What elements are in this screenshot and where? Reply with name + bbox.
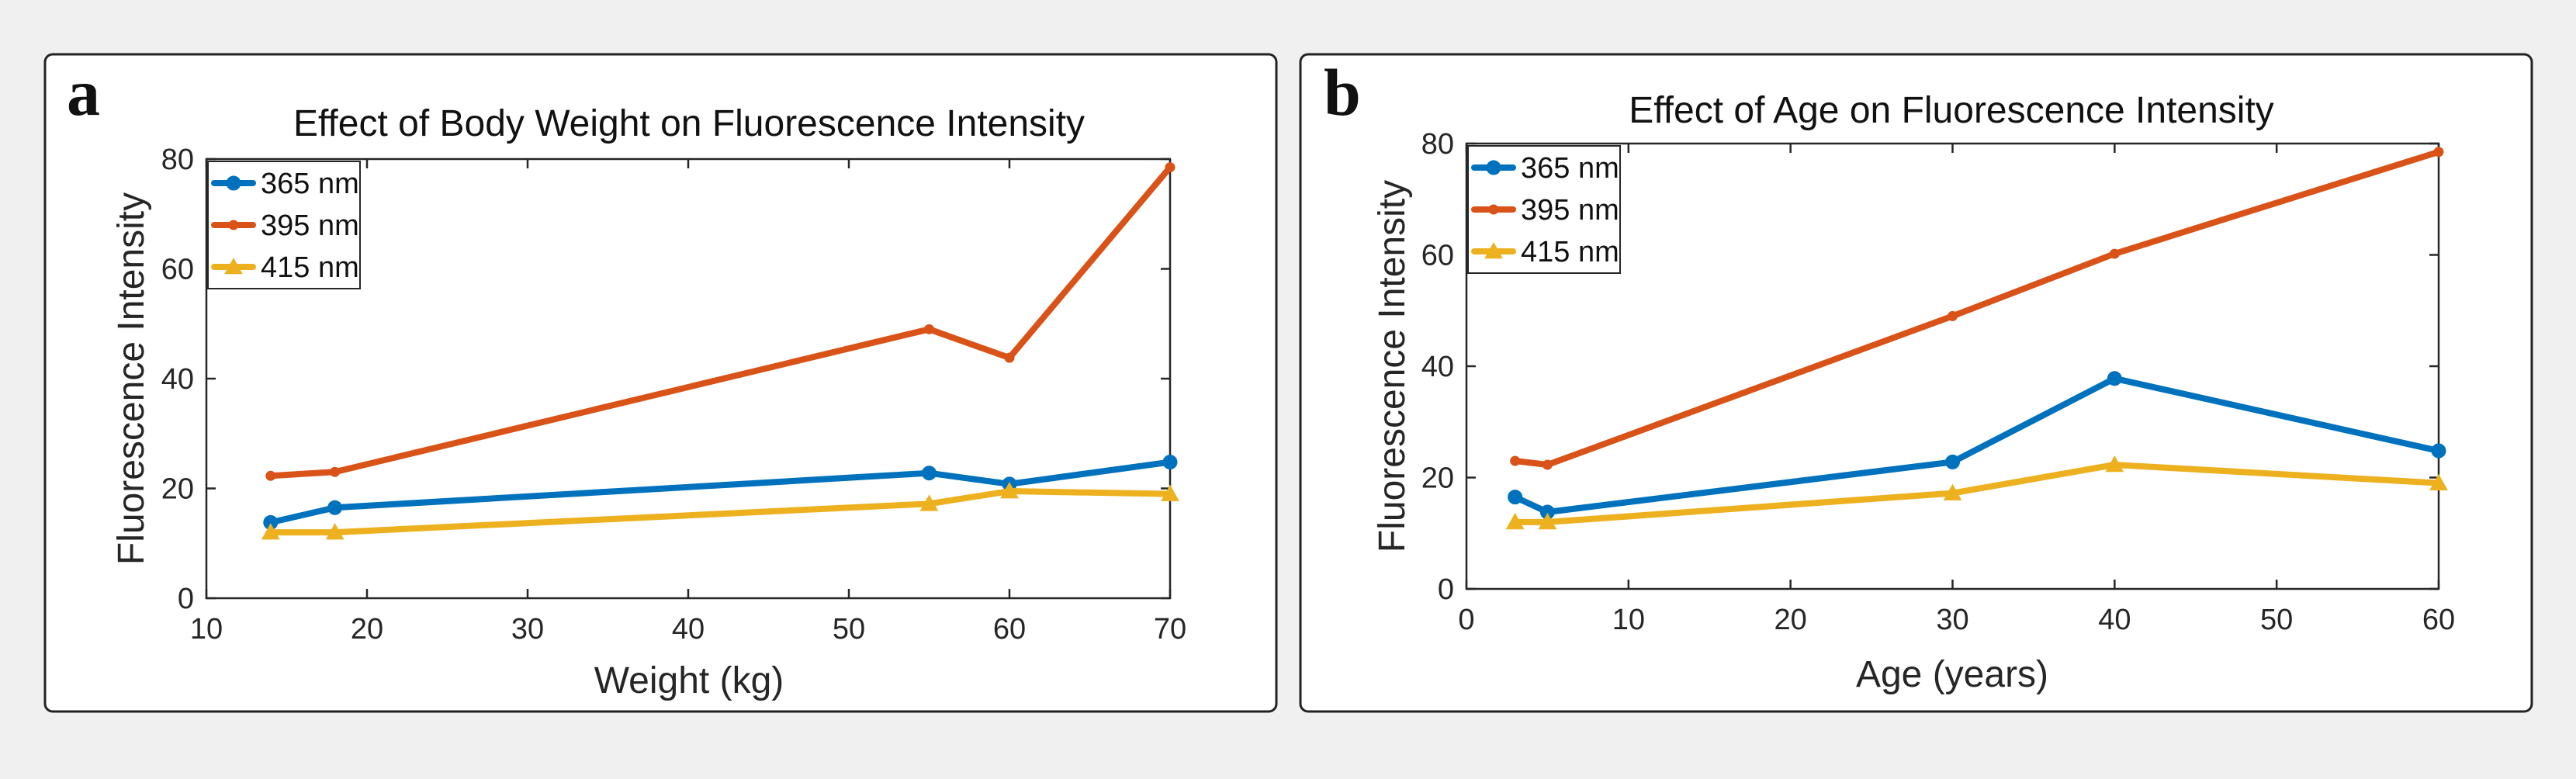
panel-b-x-tick-label: 50 <box>2260 604 2293 636</box>
panel-b-point-395-nm <box>1542 459 1553 470</box>
panel-b-y-tick-labels: 0 20 40 60 80 <box>1421 128 1454 606</box>
panel-a-letter: a <box>67 55 100 130</box>
panel-b-point-365-nm <box>2431 443 2446 459</box>
panel-a-axes <box>205 158 1172 600</box>
panel-b-point-395-nm <box>2433 147 2444 158</box>
panel-a-x-axis-label: Weight (kg) <box>594 660 784 701</box>
panel-b-point-415-nm <box>1943 483 1962 500</box>
panel-a-point-415-nm <box>261 523 280 540</box>
panel-a-y-tick-label: 80 <box>161 144 194 176</box>
panel-b-x-tick-labels: 0 10 20 30 40 50 60 <box>1458 604 2455 636</box>
panel-a-series-415-nm <box>261 482 1179 540</box>
panel-a-point-395-nm <box>1004 352 1015 363</box>
panel-b-x-tick-label: 20 <box>1774 604 1807 636</box>
panel-b-point-365-nm <box>1945 454 1960 469</box>
panel-a: a Effect of Body Weight on Fluorescence … <box>43 53 1278 713</box>
panel-b-series-395-nm <box>1510 147 2444 470</box>
panel-b-y-tick-label: 80 <box>1421 128 1454 161</box>
panel-a-x-tick-label: 10 <box>190 613 223 646</box>
panel-a-y-tick-label: 60 <box>161 254 194 286</box>
panel-a-legend-label-415-nm: 415 nm <box>261 251 359 284</box>
panel-b-legend-label-365-nm: 365 nm <box>1521 152 1619 185</box>
panel-a-point-365-nm <box>922 466 937 481</box>
panel-b-x-tick-label: 60 <box>2422 604 2455 636</box>
panel-b-series-415-nm <box>1505 455 2448 530</box>
panel-a-y-tick-label: 40 <box>161 363 194 396</box>
panel-b-legend-marker-395-nm <box>1488 204 1499 215</box>
panel-a-series-395-nm <box>265 162 1175 481</box>
panel-a-legend-label-365-nm: 365 nm <box>261 168 359 200</box>
panel-a-point-395-nm <box>924 324 934 334</box>
panel-a-x-tick-label: 30 <box>511 613 544 646</box>
panel-a-legend-marker-415-nm <box>224 257 243 275</box>
panel-b-x-tick-label: 30 <box>1936 604 1968 636</box>
panel-a-point-415-nm <box>325 523 345 540</box>
panel-b-point-395-nm <box>1948 310 1958 321</box>
panel-b-legend-entries: 365 nm 395 nm 415 nm <box>1471 152 1619 268</box>
panel-b-point-365-nm <box>1508 490 1523 505</box>
panel-a-y-axis-label: Fluorescence Intensity <box>111 192 152 565</box>
panel-a-legend-label-395-nm: 395 nm <box>261 209 359 242</box>
panel-b-x-tick-label: 0 <box>1458 604 1474 636</box>
panel-b-x-tick-label: 40 <box>2098 604 2131 636</box>
panel-a-legend-marker-365-nm <box>226 175 241 191</box>
panel-b-series <box>1505 147 2448 530</box>
panel-b-y-axis-label: Fluorescence Intensity <box>1372 180 1413 552</box>
panel-a-x-tick-label: 40 <box>672 613 705 646</box>
panel-a-point-395-nm <box>265 470 276 481</box>
panel-a-legend: 365 nm 395 nm 415 nm <box>207 161 361 289</box>
panel-a-x-tick-label: 70 <box>1154 613 1186 646</box>
panel-a-y-tick-label: 20 <box>161 473 194 506</box>
panel-a-x-tick-labels: 10 20 30 40 50 60 70 <box>190 613 1186 646</box>
panel-b-point-415-nm <box>1505 512 1525 530</box>
panel-a-point-365-nm <box>1162 455 1178 470</box>
panel-a-title: Effect of Body Weight on Fluorescence In… <box>293 103 1085 144</box>
panel-a-point-415-nm <box>1161 484 1179 501</box>
panel-a-x-tick-label: 50 <box>833 613 865 646</box>
panel-b-letter: b <box>1324 55 1361 130</box>
panel-b-series-365-nm <box>1508 371 2446 520</box>
panel-b-point-395-nm <box>1510 455 1521 466</box>
panel-b-y-tick-label: 0 <box>1438 573 1454 606</box>
panel-a-point-415-nm <box>919 494 939 511</box>
panel-b-point-415-nm <box>1538 512 1557 530</box>
panel-a-x-tick-label: 20 <box>351 613 383 646</box>
panel-b: b Effect of Age on Fluorescence Intensit… <box>1299 53 2533 713</box>
panel-a-point-395-nm <box>330 466 341 477</box>
panel-b-point-395-nm <box>2109 248 2120 259</box>
panel-b-point-415-nm <box>2105 455 2124 473</box>
panel-a-y-tick-label: 0 <box>178 583 194 615</box>
panel-b-legend-marker-415-nm <box>1484 241 1503 259</box>
panel-b-legend: 365 nm 395 nm 415 nm <box>1467 145 1621 274</box>
panel-a-x-tick-label: 60 <box>993 613 1026 646</box>
panel-a-point-365-nm <box>327 500 343 515</box>
panel-a-legend-entries: 365 nm 395 nm 415 nm <box>211 168 359 284</box>
panel-b-x-tick-label: 10 <box>1612 604 1645 636</box>
panel-b-legend-label-395-nm: 395 nm <box>1521 194 1619 227</box>
panel-b-point-415-nm <box>2429 473 2448 490</box>
panel-a-series <box>261 162 1179 540</box>
panel-a-point-415-nm <box>1000 482 1019 499</box>
panel-b-y-tick-label: 20 <box>1421 462 1454 495</box>
panel-b-legend-label-415-nm: 415 nm <box>1521 236 1619 268</box>
panel-a-point-395-nm <box>1165 162 1175 173</box>
panel-b-legend-marker-365-nm <box>1486 160 1501 175</box>
panel-a-y-tick-labels: 0 20 40 60 80 <box>161 144 194 615</box>
panel-a-legend-marker-395-nm <box>228 220 239 230</box>
panel-b-y-tick-label: 40 <box>1421 351 1454 383</box>
panel-b-title: Effect of Age on Fluorescence Intensity <box>1629 90 2274 131</box>
panel-b-x-axis-label: Age (years) <box>1856 654 2048 695</box>
panel-b-point-365-nm <box>2107 371 2122 386</box>
panel-b-y-tick-label: 60 <box>1421 240 1454 272</box>
